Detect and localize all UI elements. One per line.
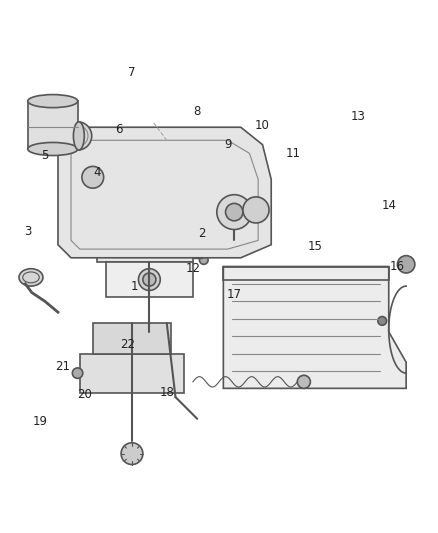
- Bar: [93, 323, 171, 353]
- Text: 9: 9: [224, 138, 231, 151]
- Polygon shape: [58, 127, 271, 258]
- Ellipse shape: [74, 122, 84, 150]
- Text: 11: 11: [286, 147, 300, 160]
- Circle shape: [72, 368, 83, 378]
- Text: 15: 15: [307, 240, 322, 253]
- Circle shape: [82, 166, 104, 188]
- Text: 20: 20: [77, 389, 92, 401]
- Text: 18: 18: [159, 386, 174, 399]
- Text: 13: 13: [351, 110, 366, 123]
- Ellipse shape: [28, 142, 78, 156]
- Text: 16: 16: [390, 260, 405, 273]
- Circle shape: [138, 269, 160, 290]
- Circle shape: [397, 256, 415, 273]
- Circle shape: [243, 197, 269, 223]
- Text: 2: 2: [198, 228, 205, 240]
- Circle shape: [297, 375, 311, 389]
- Text: 14: 14: [381, 199, 396, 212]
- Text: 21: 21: [55, 360, 70, 373]
- Ellipse shape: [19, 269, 43, 286]
- Circle shape: [121, 443, 143, 465]
- Text: 1: 1: [131, 280, 138, 293]
- Text: 4: 4: [93, 166, 101, 180]
- Text: 7: 7: [128, 66, 136, 79]
- Circle shape: [199, 256, 208, 264]
- Circle shape: [217, 195, 252, 230]
- Circle shape: [143, 273, 156, 286]
- Text: 6: 6: [115, 123, 123, 136]
- Text: 17: 17: [227, 288, 242, 301]
- Ellipse shape: [64, 122, 92, 150]
- Text: 19: 19: [33, 415, 48, 427]
- Polygon shape: [80, 353, 184, 393]
- Text: 12: 12: [185, 262, 201, 275]
- Bar: [106, 262, 193, 297]
- Text: 5: 5: [41, 149, 49, 162]
- Polygon shape: [223, 266, 406, 389]
- Circle shape: [378, 317, 387, 325]
- Polygon shape: [28, 101, 78, 149]
- Text: 8: 8: [194, 106, 201, 118]
- Bar: [223, 266, 389, 279]
- Text: 10: 10: [255, 118, 270, 132]
- Ellipse shape: [28, 94, 78, 108]
- Polygon shape: [97, 243, 193, 262]
- Circle shape: [226, 204, 243, 221]
- Text: 22: 22: [120, 338, 135, 351]
- Text: 3: 3: [24, 225, 31, 238]
